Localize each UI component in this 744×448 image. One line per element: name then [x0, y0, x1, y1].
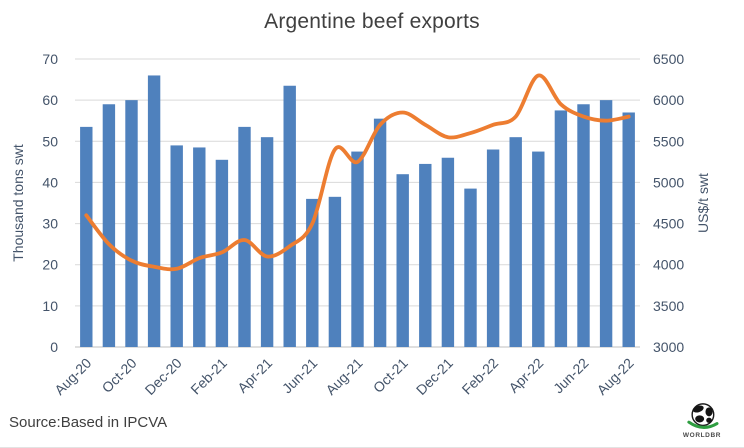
bar-Sep-20	[102, 104, 116, 347]
globe-icon	[687, 402, 719, 429]
chart-title: Argentine beef exports	[264, 10, 480, 33]
left-axis-tick-label: 70	[42, 51, 58, 67]
right-axis-tick-label: 6500	[653, 51, 684, 67]
source-note: Source:Based in IPCVA	[9, 414, 168, 431]
right-axis-tick-label: 5000	[653, 174, 684, 190]
right-axis-tick-label: 3000	[653, 339, 684, 355]
bar-Mar-22	[509, 137, 522, 347]
bar-Feb-22	[486, 149, 500, 347]
bar-Nov-21	[419, 163, 432, 347]
bar-Dec-20	[170, 145, 183, 347]
price-line	[84, 73, 631, 272]
bar-Aug-21	[351, 151, 364, 347]
right-axis-tick-label: 4000	[653, 257, 684, 273]
bar-Apr-21	[260, 137, 274, 347]
left-axis-tick-label: 10	[42, 298, 58, 314]
bar-Jun-22	[577, 104, 590, 347]
x-axis-tick-label: Jun-22	[550, 355, 592, 397]
bar-Jun-21	[306, 198, 319, 347]
bar-Jan-22	[464, 188, 477, 347]
bar-Oct-20	[125, 100, 138, 348]
right-axis-tick-label: 4500	[653, 216, 684, 232]
publisher-logo-text: WORLDBR	[682, 431, 722, 439]
left-axis-tick-label: 40	[42, 174, 58, 190]
bar-Oct-21	[396, 174, 409, 347]
bar-Jan-21	[193, 147, 206, 347]
x-axis-tick-label: Apr-21	[234, 355, 275, 396]
x-axis-tick-label: Aug-20	[51, 355, 94, 398]
x-axis-tick-label: Feb-22	[459, 355, 502, 398]
bar-Dec-21	[441, 157, 455, 347]
x-axis-tick-label: Aug-21	[322, 355, 365, 398]
left-axis-tick-label: 20	[42, 257, 58, 273]
publisher-logo: WORLDBR	[676, 402, 728, 440]
x-axis-tick-label: Feb-21	[187, 355, 230, 398]
x-axis-tick-label: Aug-22	[594, 355, 637, 398]
bar-Aug-22	[622, 112, 635, 347]
bar-Jul-21	[328, 196, 342, 347]
x-axis-tick-label: Dec-20	[142, 355, 185, 398]
left-axis-tick-label: 50	[42, 133, 58, 149]
right-axis-tick-label: 5500	[653, 133, 684, 149]
x-axis-tick-label: Jun-21	[279, 355, 321, 397]
left-axis-tick-label: 60	[42, 92, 58, 108]
x-axis-tick-label: Apr-22	[505, 355, 546, 396]
x-axis-tick-label: Oct-21	[370, 355, 411, 396]
bar-Sep-21	[373, 118, 387, 348]
bar-Mar-21	[238, 126, 251, 347]
bar-Nov-20	[147, 75, 161, 347]
x-axis-tick-label: Oct-20	[99, 355, 140, 396]
right-axis-tick-label: 3500	[653, 298, 684, 314]
bar-May-21	[283, 85, 296, 347]
bar-Aug-20	[80, 126, 93, 347]
x-axis-tick-label: Dec-21	[413, 355, 456, 398]
bar-Jul-22	[599, 100, 613, 348]
bar-May-22	[554, 110, 568, 347]
right-axis-tick-label: 6000	[653, 92, 684, 108]
bar-Apr-22	[532, 151, 545, 347]
left-axis-tick-label: 30	[42, 216, 58, 232]
left-axis-tick-label: 0	[50, 339, 58, 355]
